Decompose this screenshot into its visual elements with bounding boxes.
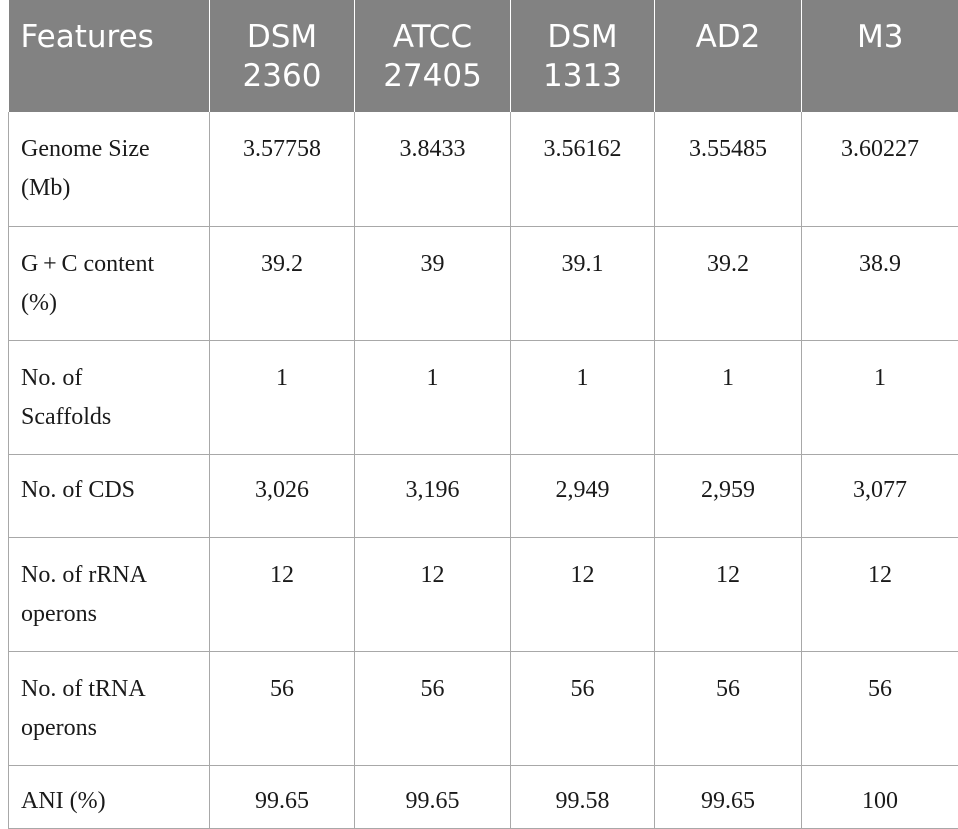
table-cell: 3.56162 (511, 112, 655, 226)
table-cell: 12 (210, 537, 355, 651)
table-cell: 3.8433 (355, 112, 511, 226)
table-cell: 100 (802, 765, 958, 828)
table-cell: 1 (355, 340, 511, 454)
table-cell: 12 (355, 537, 511, 651)
table-cell: 1 (210, 340, 355, 454)
table-cell: 99.58 (511, 765, 655, 828)
table-cell: 3,026 (210, 454, 355, 537)
table-cell: 1 (655, 340, 802, 454)
table-row-ani: ANI (%) 99.65 99.65 99.58 99.65 100 (9, 765, 958, 828)
row-label: ANI (%) (9, 765, 210, 828)
table-cell: 56 (655, 651, 802, 765)
table-cell: 39.2 (210, 226, 355, 340)
table-cell: 2,959 (655, 454, 802, 537)
table-row-cds: No. of CDS 3,026 3,196 2,949 2,959 3,077 (9, 454, 958, 537)
row-label: Genome Size(Mb) (9, 112, 210, 226)
table-row-genome-size: Genome Size(Mb) 3.57758 3.8433 3.56162 3… (9, 112, 958, 226)
table-cell: 1 (802, 340, 958, 454)
table-cell: 56 (210, 651, 355, 765)
table-cell: 56 (355, 651, 511, 765)
table-cell: 99.65 (210, 765, 355, 828)
table-cell: 99.65 (355, 765, 511, 828)
table-cell: 12 (655, 537, 802, 651)
header-strain-m3: M3 (802, 0, 958, 112)
table-cell: 12 (802, 537, 958, 651)
table-cell: 39.2 (655, 226, 802, 340)
header-strain-ad2: AD2 (655, 0, 802, 112)
table-cell: 56 (802, 651, 958, 765)
table-cell: 3.55485 (655, 112, 802, 226)
table-cell: 12 (511, 537, 655, 651)
table-cell: 2,949 (511, 454, 655, 537)
table-cell: 3,196 (355, 454, 511, 537)
header-features: Features (9, 0, 210, 112)
table-cell: 99.65 (655, 765, 802, 828)
row-label: No. of CDS (9, 454, 210, 537)
table-cell: 39.1 (511, 226, 655, 340)
table-cell: 3.60227 (802, 112, 958, 226)
table-cell: 3.57758 (210, 112, 355, 226)
table-cell: 1 (511, 340, 655, 454)
table-cell: 39 (355, 226, 511, 340)
table-cell: 56 (511, 651, 655, 765)
row-label: G + C content(%) (9, 226, 210, 340)
table-row-gc-content: G + C content(%) 39.2 39 39.1 39.2 38.9 (9, 226, 958, 340)
table-cell: 3,077 (802, 454, 958, 537)
table-cell: 38.9 (802, 226, 958, 340)
